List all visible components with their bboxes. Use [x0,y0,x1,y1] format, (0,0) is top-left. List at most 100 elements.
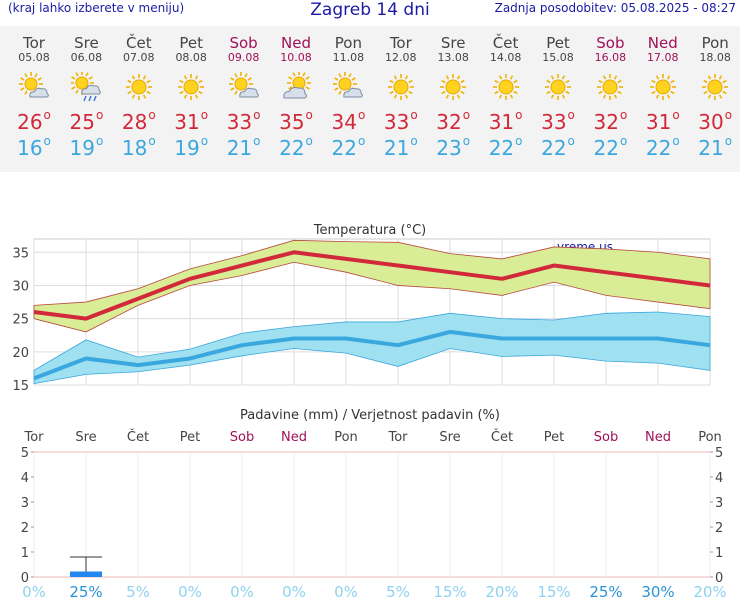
sun-icon [492,74,519,100]
max-temp: 34o [331,108,366,134]
y-tick-label-right: 0 [715,571,723,586]
sun-icon [440,74,467,100]
y-tick-label: 30 [12,279,29,294]
max-temp: 33o [541,108,575,134]
day-date: 09.08 [227,51,260,64]
precip-bar [70,571,102,577]
min-temp: 22o [279,134,313,160]
precip-probability: 20% [693,583,726,600]
sun-cloud-rain-icon [71,72,102,102]
last-update: Zadnja posodobitev: 05.08.2025 - 08:27 [494,1,736,15]
precip-probability: 0% [334,583,358,600]
max-temp: 31o [174,108,209,134]
x-tick-label: Tor [387,430,408,445]
temp-range-band [33,311,711,385]
max-temp-line [33,250,711,321]
precip-probability: 0% [230,583,254,600]
y-tick-label: 1 [21,546,29,561]
sun-icon [178,74,205,100]
sun-icon [702,74,729,100]
precip-probability: 25% [589,583,622,600]
y-tick-label: 4 [21,471,29,486]
location-hint: (kraj lahko izberete v meniju) [8,1,185,15]
x-tick-label: Pon [698,430,722,445]
precip-probability: 25% [69,583,102,600]
max-temp: 35o [279,108,313,134]
page-title: Zagreb 14 dni [310,0,430,20]
precip-probability: 20% [485,583,518,600]
sun-icon [649,74,676,100]
day-name: Sre [74,34,99,52]
day-date: 13.08 [437,51,469,64]
forecast-strip: Tor 05.08 26o 16o Sre 06.08 25o 19o Čet 07.08 28o 1… [0,26,740,172]
sun-icon [387,74,414,100]
day-date: 18.08 [699,51,731,64]
day-name: Sre [440,34,466,52]
x-tick-label: Pet [180,430,200,445]
min-temp: 18o [121,134,156,160]
day-name: Tor [23,34,45,52]
x-tick-label: Pon [334,430,358,445]
forecast-day: Čet 07.08 28o 18o [113,26,165,162]
chart-title: Padavine (mm) / Verjetnost padavin (%) [240,408,500,423]
x-tick-label: Čet [491,429,513,445]
min-temp: 22o [593,134,628,160]
day-name: Pet [546,34,570,52]
chart-title: Temperatura (°C) [313,223,426,238]
day-name: Ned [647,34,678,52]
forecast-day: Pon 11.08 34o 22o [322,26,374,162]
forecast-day: Tor 05.08 26o 16o [8,26,60,162]
x-tick-label: Ned [281,430,307,445]
temp-range-band [33,239,711,333]
sun-cloud-icon [228,72,259,98]
precip-probability: 30% [641,583,674,600]
x-tick-label: Sob [594,430,618,445]
y-tick-label-right: 1 [715,546,723,561]
precip-probability: 5% [386,583,410,600]
day-name: Sob [596,34,625,52]
forecast-day: Ned 10.08 35o 22o [270,26,322,162]
y-tick-label: 20 [12,346,29,361]
day-name: Čet [126,34,152,52]
forecast-day: Pon 18.08 30o 21o [689,26,740,162]
sun-icon [545,74,571,100]
max-temp: 31o [645,108,680,134]
x-tick-label: Pet [544,430,564,445]
y-tick-label: 2 [21,521,29,536]
day-date: 16.08 [594,51,627,64]
min-temp: 22o [645,134,680,160]
day-name: Sob [229,34,258,52]
day-date: 08.08 [175,51,207,64]
day-date: 17.08 [647,51,679,64]
forecast-day: Pet 08.08 31o 19o [165,26,217,162]
day-name: Čet [492,34,519,52]
sun-cloud-icon [333,72,364,98]
forecast-day: Sre 06.08 25o 19o [60,26,112,162]
day-date: 05.08 [18,51,50,64]
x-tick-label: Sre [75,430,96,445]
sun-icon [125,74,152,100]
max-temp: 31o [488,108,523,134]
min-temp: 22o [541,134,575,160]
plot-area [33,451,711,578]
cloud-sun-icon [283,72,311,99]
y-tick-label-right: 5 [715,446,723,461]
min-temp: 19o [69,134,104,160]
forecast-day: Čet 14.08 31o 22o [480,26,532,162]
precip-probability: 15% [537,583,570,600]
day-date: 14.08 [489,51,522,64]
day-name: Tor [389,34,412,52]
day-date: 15.08 [542,51,574,64]
min-temp: 22o [488,134,523,160]
x-tick-label: Sre [439,430,460,445]
forecast-day: Ned 17.08 31o 22o [637,26,689,162]
day-date: 11.08 [332,51,365,64]
y-tick-label: 5 [21,446,29,461]
day-name: Ned [281,34,311,52]
max-temp: 25o [69,108,104,134]
max-temp: 28o [121,108,156,134]
y-tick-label: 0 [21,571,29,586]
max-temp: 32o [593,108,628,134]
day-date: 12.08 [385,51,417,64]
